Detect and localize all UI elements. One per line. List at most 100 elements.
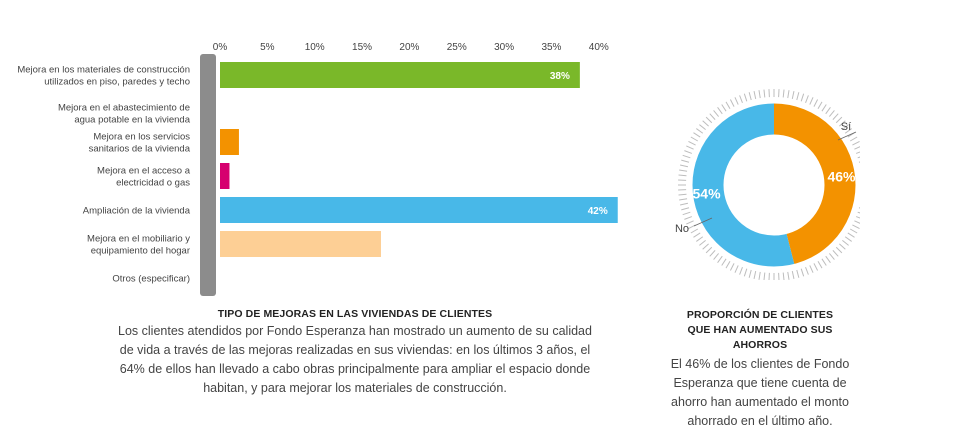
- donut-tick: [849, 136, 858, 142]
- x-tick-label: 5%: [260, 42, 275, 53]
- bar-chart-caption: TIPO DE MEJORAS EN LAS VIVIENDAS DE CLIE…: [110, 308, 600, 398]
- category-label-line: Mejora en el acceso a: [97, 166, 191, 177]
- donut-category-label: Sí: [841, 121, 851, 133]
- category-label-line: Mejora en el mobiliario y: [87, 234, 190, 245]
- donut-tick: [825, 255, 831, 263]
- x-tick-label: 40%: [589, 42, 609, 53]
- donut-tick: [679, 202, 689, 206]
- leader-line: [837, 131, 857, 141]
- donut-tick: [679, 169, 688, 172]
- donut-tick: [828, 110, 835, 117]
- donut-tick: [743, 93, 748, 102]
- donut-tick: [809, 265, 814, 273]
- axis-separator: [200, 54, 216, 296]
- category-label: Ampliación de la vivienda: [83, 206, 191, 217]
- donut-tick: [809, 97, 814, 105]
- donut-tick: [800, 268, 805, 277]
- donut-tick: [743, 268, 748, 277]
- donut-tick: [690, 136, 699, 142]
- donut-chart-description: El 46% de los clientes de Fondo Esperanz…: [670, 357, 850, 428]
- donut-tick: [817, 260, 823, 269]
- donut-tick: [709, 250, 716, 257]
- bar: [220, 163, 230, 189]
- donut-tick: [763, 89, 766, 98]
- donut-tick: [725, 101, 731, 110]
- category-label: Mejora en los materiales de construcción…: [17, 65, 190, 88]
- bar: [220, 62, 580, 88]
- donut-tick: [693, 232, 701, 238]
- donut-tick: [842, 124, 849, 131]
- donut-tick: [705, 116, 713, 124]
- donut-tick: [725, 260, 731, 269]
- donut-tick: [739, 95, 743, 104]
- donut-tick: [748, 92, 752, 101]
- category-label: Mejora en el abastecimiento de agua potab…: [58, 103, 191, 126]
- donut-tick: [709, 113, 716, 120]
- x-tick-label: 30%: [494, 42, 514, 53]
- category-label-line: Ampliación de la vivienda: [83, 206, 191, 217]
- donut-tick: [690, 228, 699, 234]
- donut-tick: [729, 99, 735, 107]
- donut-tick: [684, 150, 693, 154]
- donut-tick: [705, 246, 713, 254]
- donut-chart-caption: PROPORCIÓN DE CLIENTES QUE HAN AUMENTADO…: [660, 308, 860, 431]
- donut-tick: [696, 128, 704, 134]
- donut-tick: [805, 95, 809, 104]
- donut-tick: [734, 97, 739, 105]
- donut-tick: [854, 220, 860, 224]
- donut-tick-ring: [678, 89, 860, 280]
- donut-tick: [787, 271, 790, 280]
- donut-tick: [791, 270, 795, 280]
- bar: [220, 129, 239, 155]
- donut-tick: [787, 90, 790, 99]
- donut-tick: [852, 140, 860, 146]
- donut-tick: [839, 243, 846, 250]
- category-label-line: Mejora en el abastecimiento de: [58, 103, 190, 114]
- donut-tick: [699, 239, 706, 246]
- donut-tick: [835, 116, 843, 124]
- category-label: Otros (especificar): [112, 274, 190, 285]
- donut-tick: [682, 154, 691, 159]
- bar: [220, 231, 381, 257]
- donut-chart-title-line1: PROPORCIÓN DE CLIENTES: [686, 309, 834, 321]
- donut-tick: [825, 107, 831, 115]
- x-tick-label: 0%: [213, 42, 228, 53]
- donut-tick: [682, 211, 691, 216]
- donut-tick: [717, 107, 723, 115]
- donut-tick: [753, 270, 757, 280]
- x-tick-label: 35%: [541, 42, 561, 53]
- bar-chart: 0% 5% 10% 15% 20% 25% 30% 35% 40% Mejora en los m…: [17, 42, 618, 296]
- donut-tick: [791, 90, 795, 100]
- donut-tick: [857, 156, 860, 159]
- donut-tick: [721, 258, 727, 266]
- donut-tick: [678, 193, 687, 196]
- donut-tick: [858, 161, 860, 163]
- donut-tick: [679, 164, 689, 168]
- donut-tick: [739, 266, 743, 275]
- donut-tick: [839, 120, 846, 127]
- category-label-line: electricidad o gas: [116, 178, 190, 189]
- category-label-line: utilizados en piso, paredes y techo: [44, 77, 190, 88]
- data-label: 38%: [550, 71, 570, 82]
- donut-tick: [844, 128, 852, 134]
- donut-tick: [805, 266, 809, 275]
- donut-tick: [758, 271, 761, 280]
- donut-tick: [688, 140, 696, 146]
- donut-category-label: No: [675, 223, 689, 235]
- category-label-line: sanitarios de la vivienda: [89, 144, 191, 155]
- donut-slice: [774, 102, 857, 266]
- bar-chart-description: Los clientes atendidos por Fondo Esperan…: [118, 324, 592, 395]
- donut-tick: [821, 104, 827, 112]
- donut-tick: [686, 145, 694, 150]
- donut-tick: [699, 124, 706, 131]
- donut-inner-stroke: [723, 134, 825, 236]
- category-label: Mejora en los servicios sanitarios de la …: [89, 132, 191, 155]
- donut-tick: [855, 151, 860, 154]
- donut-tick: [693, 132, 701, 138]
- category-label-line: Otros (especificar): [112, 274, 190, 285]
- x-tick-label: 20%: [399, 42, 419, 53]
- bar-chart-title: TIPO DE MEJORAS EN LAS VIVIENDAS DE CLIE…: [217, 308, 493, 320]
- donut-chart: 46% 54% Sí No: [675, 89, 860, 280]
- donut-tick: [729, 263, 735, 271]
- donut-tick: [748, 269, 752, 278]
